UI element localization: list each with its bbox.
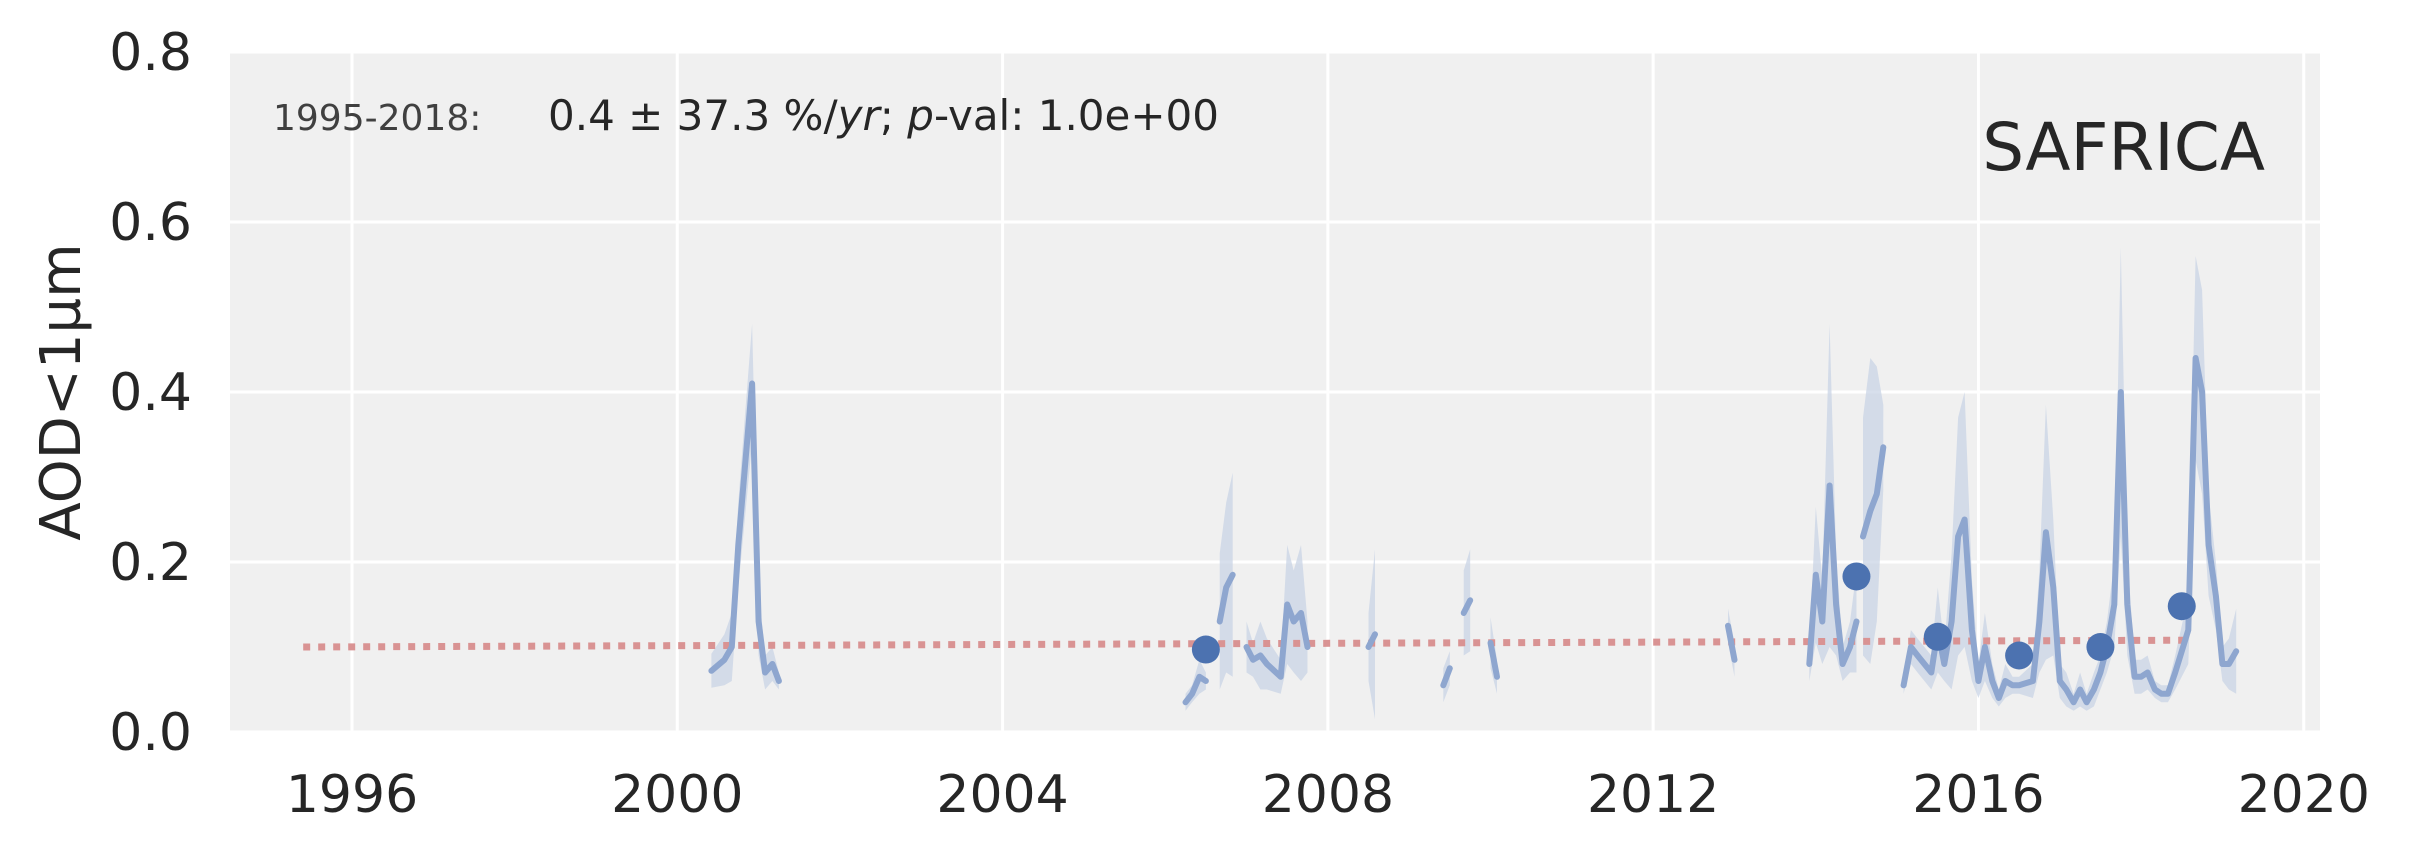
uncertainty-band xyxy=(711,324,779,690)
monthly-series-line xyxy=(708,380,782,684)
monthly-series-line xyxy=(1806,482,1860,667)
uncertainty-band xyxy=(1903,247,2237,711)
monthly-series-layer xyxy=(708,355,2240,706)
x-tick-label: 2008 xyxy=(1262,765,1394,825)
trend-separator: ; xyxy=(880,91,908,140)
annual-mean-point xyxy=(1842,562,1871,591)
monthly-series-line xyxy=(1440,665,1453,689)
y-tick-labels: 0.0 0.2 0.4 0.6 0.8 xyxy=(109,23,192,763)
annual-mean-point xyxy=(2167,592,2196,621)
x-tick-label: 2016 xyxy=(1912,765,2044,825)
annual-mean-point xyxy=(2086,633,2115,661)
monthly-series-line xyxy=(1182,673,1209,706)
trend-period-label: 1995-2018: xyxy=(273,98,481,139)
annual-mean-point xyxy=(1191,635,1220,664)
monthly-series-line xyxy=(1487,639,1500,680)
x-tick-label: 2012 xyxy=(1587,765,1719,825)
region-label: SAFRICA xyxy=(1982,109,2265,186)
monthly-series-line xyxy=(1460,597,1474,616)
y-tick-label: 0.6 xyxy=(109,193,192,253)
monthly-series-line xyxy=(1860,444,1887,540)
monthly-series-line xyxy=(1365,631,1378,650)
monthly-series-line xyxy=(1725,622,1738,663)
x-tick-label: 2020 xyxy=(2238,765,2370,825)
grid-lines xyxy=(230,50,2320,734)
monthly-series-line xyxy=(1243,601,1311,680)
monthly-series-line xyxy=(1900,355,2240,706)
y-axis-label: AOD<1µm xyxy=(29,243,94,540)
annual-mean-point xyxy=(2005,641,2034,670)
x-tick-label: 2004 xyxy=(936,765,1068,825)
annual-points-layer xyxy=(1191,562,2196,670)
y-tick-label: 0.0 xyxy=(109,703,192,763)
x-tick-labels: 1996 2000 2004 2008 2012 2016 2020 xyxy=(286,765,2370,825)
x-tick-label: 1996 xyxy=(286,765,418,825)
pval-value: -val: 1.0e+00 xyxy=(934,91,1219,140)
trend-annotation: 0.4 ± 37.3 %/yr; p-val: 1.0e+00 xyxy=(548,91,1219,140)
pval-label: p xyxy=(906,91,934,140)
trend-value: 0.4 ± 37.3 %/ xyxy=(548,91,838,140)
y-tick-label: 0.4 xyxy=(109,363,192,423)
annual-mean-point xyxy=(1923,622,1952,651)
trend-unit: yr xyxy=(836,91,883,140)
y-tick-label: 0.8 xyxy=(109,23,192,83)
y-tick-label: 0.2 xyxy=(109,533,192,593)
x-tick-label: 2000 xyxy=(611,765,743,825)
monthly-series-line xyxy=(1216,571,1236,625)
